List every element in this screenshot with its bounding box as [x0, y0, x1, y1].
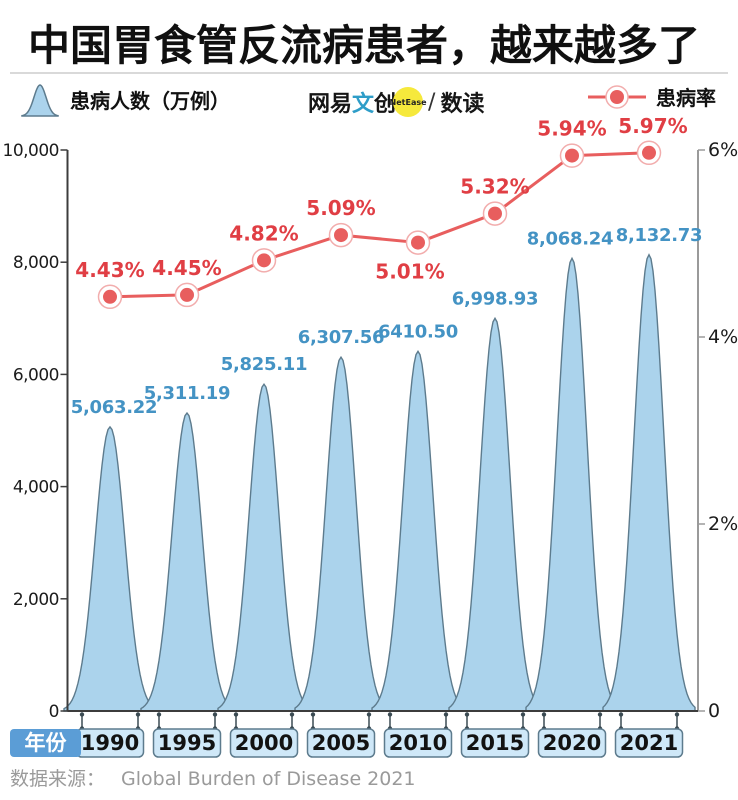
bell-area-2010 [371, 350, 465, 712]
year-box-label: 1990 [81, 731, 139, 755]
logo-product: 数读 [440, 92, 485, 117]
year-box-label: 2000 [235, 731, 293, 755]
year-hanger-dot [597, 712, 603, 717]
year-hanger-dot [79, 712, 85, 717]
rate-label: 4.43% [75, 258, 144, 282]
rate-label: 5.01% [375, 260, 444, 284]
rate-label: 4.82% [229, 221, 298, 245]
year-hanger-dot [212, 712, 218, 717]
year-box [229, 728, 299, 758]
rate-label: 5.97% [618, 114, 687, 138]
legend-rate: 患病率 [586, 82, 716, 111]
data-source: 数据来源： Global Burden of Disease 2021 [10, 764, 416, 791]
netease-logo: 网易 文 创 NetEase / 数读 [308, 86, 484, 118]
rate-label: 4.45% [152, 256, 221, 280]
rate-dot [411, 235, 425, 250]
right-tick-label: 2% [708, 513, 738, 535]
rate-dot [334, 228, 348, 243]
year-hanger-dot [618, 712, 624, 717]
bell-area-2005 [294, 355, 388, 712]
year-box-label: 2015 [466, 731, 524, 755]
year-hanger-dot [443, 712, 449, 717]
value-label: 6410.50 [378, 321, 458, 342]
year-hanger-dot [289, 712, 295, 717]
rate-label: 5.32% [460, 175, 529, 199]
data-source-prefix: 数据来源： [10, 768, 106, 790]
bell-area-1995 [140, 411, 234, 712]
year-box [460, 728, 530, 758]
year-box-label: 2021 [620, 731, 678, 755]
bell-area-2015 [448, 316, 542, 712]
value-label: 8,068.24 [527, 228, 613, 249]
rate-dot [565, 148, 579, 163]
logo-brand-suffix: 创 [374, 92, 397, 117]
year-hanger-dot [233, 712, 239, 717]
right-tick-label: 4% [708, 326, 738, 348]
rate-line [109, 151, 650, 299]
left-tick-label: 8,000 [13, 253, 59, 273]
rate-dot [103, 289, 117, 304]
data-source-text: Global Burden of Disease 2021 [121, 768, 416, 790]
value-label: 5,311.19 [144, 383, 230, 404]
rate-dot [257, 253, 271, 268]
left-tick-label: 0 [49, 702, 59, 722]
value-label: 6,998.93 [452, 288, 538, 309]
value-label: 8,132.73 [616, 225, 702, 246]
title-divider [10, 72, 728, 74]
logo-brand-prefix: 网易 [308, 92, 353, 117]
rate-label: 5.94% [537, 117, 606, 141]
bell-area-2000 [217, 382, 311, 712]
value-label: 5,063.22 [71, 397, 157, 418]
year-box [614, 728, 684, 758]
right-tick-label: 6% [708, 139, 738, 161]
value-label: 5,825.11 [221, 354, 307, 375]
left-tick-label: 10,000 [3, 141, 59, 161]
year-hanger-dot [135, 712, 141, 717]
page-title: 中国胃食管反流病患者，越来越多了 [28, 21, 701, 70]
netease-badge-icon: NetEase [390, 87, 427, 117]
year-hanger-dot [541, 712, 547, 717]
legend-rate-label: 患病率 [656, 86, 716, 110]
legend-patients-label: 患病人数（万例） [70, 88, 230, 113]
year-box-label: 2010 [389, 731, 447, 755]
logo-brand-accent: 文 [352, 92, 375, 117]
right-tick-label: 0 [708, 700, 720, 722]
year-hanger-dot [464, 712, 470, 717]
year-hanger-dot [156, 712, 162, 717]
logo-separator: / [428, 89, 436, 115]
bell-area-2020 [525, 256, 619, 712]
rate-dot [642, 145, 656, 160]
year-axis-tag [10, 729, 81, 757]
year-hanger-dot [366, 712, 372, 717]
left-tick-label: 6,000 [13, 365, 59, 385]
value-label: 6,307.56 [298, 327, 384, 348]
year-box [537, 728, 607, 758]
year-box [152, 728, 222, 758]
bell-area-1990 [63, 425, 157, 712]
year-hanger-dot [674, 712, 680, 717]
rate-label: 5.09% [306, 196, 375, 220]
rate-line-icon [588, 84, 646, 109]
year-box-label: 1995 [158, 731, 216, 755]
legend-patients: 患病人数（万例） [20, 80, 230, 118]
year-box-label: 2020 [543, 731, 601, 755]
bell-curve-icon [21, 84, 59, 117]
year-hanger-dot [387, 712, 393, 717]
left-tick-label: 4,000 [13, 478, 59, 498]
year-axis-tag-label: 年份 [25, 731, 68, 755]
year-box-label: 2005 [312, 731, 370, 755]
rate-dot [180, 287, 194, 302]
rate-dot [488, 206, 502, 221]
year-box [306, 728, 376, 758]
bell-area-2021 [602, 253, 696, 712]
year-box [383, 728, 453, 758]
left-tick-label: 2,000 [13, 590, 59, 610]
year-hanger-dot [310, 712, 316, 717]
year-hanger-dot [520, 712, 526, 717]
